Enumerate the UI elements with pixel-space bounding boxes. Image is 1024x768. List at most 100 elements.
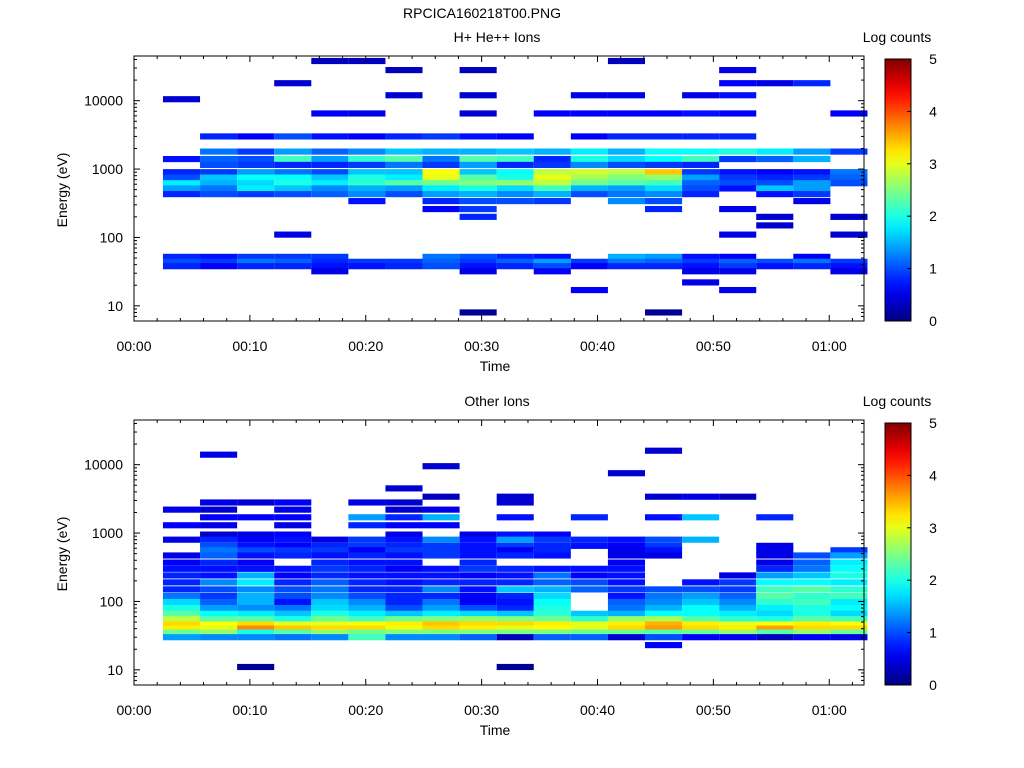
heatmap-cell [237, 174, 275, 181]
heatmap-cell [682, 174, 720, 181]
heatmap-cell [533, 572, 571, 579]
heatmap-cell [200, 180, 238, 187]
x-tick-label: 00:30 [464, 338, 499, 354]
heatmap-cell [756, 552, 794, 559]
heatmap-cell [237, 565, 275, 572]
heatmap-cell [496, 621, 534, 628]
heatmap-cell [719, 258, 757, 265]
heatmap-cell [645, 148, 683, 155]
heatmap-cell [719, 604, 757, 612]
heatmap-cell [274, 174, 312, 181]
heatmap-cell [385, 180, 423, 187]
heatmap-cell [719, 586, 757, 593]
heatmap-cell [607, 169, 645, 176]
heatmap-cell [645, 616, 683, 623]
heatmap-cell [793, 629, 831, 636]
heatmap-cell [237, 133, 275, 140]
heatmap-cell [274, 499, 312, 506]
heatmap-cell [348, 258, 386, 265]
heatmap-cell [348, 57, 386, 65]
heatmap-cell [385, 552, 423, 559]
heatmap-cell [570, 610, 608, 617]
heatmap-cell [162, 598, 201, 606]
heatmap-cell [645, 309, 683, 316]
heatmap-cell [607, 161, 645, 168]
heatmap-cell [385, 169, 423, 176]
heatmap-cell [682, 536, 720, 543]
heatmap-cell [719, 92, 757, 99]
heatmap-cell [496, 579, 534, 586]
heatmap-cell [422, 547, 460, 554]
heatmap-cell [385, 604, 423, 612]
heatmap-cell [607, 258, 645, 265]
heatmap-cell [162, 180, 201, 187]
heatmap-cell [570, 616, 608, 623]
heatmap-cell [274, 263, 312, 270]
heatmap-cell [237, 263, 275, 270]
heatmap-cell [237, 592, 275, 600]
heatmap-cell [162, 629, 201, 636]
heatmap-cell [200, 161, 238, 168]
colorbar-tick-label: 3 [929, 156, 937, 172]
heatmap-cell [830, 604, 868, 612]
heatmap-cell [274, 579, 312, 586]
heatmap-cell [237, 586, 275, 593]
heatmap-cell [682, 625, 720, 632]
heatmap-cell [200, 598, 238, 606]
heatmap-cell [682, 169, 720, 176]
heatmap-cell [311, 565, 349, 572]
heatmap-cell [496, 586, 534, 593]
heatmap-cell [274, 258, 312, 265]
heatmap-cell [459, 169, 497, 176]
heatmap-cell [385, 499, 423, 506]
heatmap-cell [645, 169, 683, 176]
heatmap-cell [422, 536, 460, 543]
heatmap-cell [200, 191, 238, 198]
heatmap-cell [200, 451, 238, 458]
heatmap-cell [385, 598, 423, 606]
heatmap-cell [645, 629, 683, 636]
heatmap-cell [830, 565, 868, 572]
heatmap-cell [719, 572, 757, 579]
heatmap-cell [422, 198, 460, 205]
heatmap-cell [607, 610, 645, 617]
heatmap-cell [830, 213, 868, 220]
heatmap-cell [607, 470, 645, 477]
heatmap-cell [533, 268, 571, 275]
heatmap-cell [645, 621, 683, 628]
x-tick-label: 00:20 [348, 338, 383, 354]
heatmap-cell [348, 598, 386, 606]
heatmap-cell [200, 629, 238, 636]
heatmap-cell [830, 547, 868, 554]
heatmap-cell [793, 559, 831, 566]
heatmap-cell [570, 148, 608, 155]
heatmap-cell [311, 621, 349, 628]
heatmap-cell [274, 616, 312, 623]
heatmap-cell [645, 547, 683, 554]
heatmap-cell [533, 586, 571, 593]
heatmap-cell [756, 191, 794, 198]
heatmap-cell [200, 253, 238, 260]
heatmap-cell [459, 110, 497, 117]
heatmap-cell [385, 258, 423, 265]
heatmap-cell [756, 610, 794, 617]
heatmap-cell [200, 559, 238, 566]
heatmap-cell [607, 180, 645, 187]
heatmap-cell [533, 629, 571, 636]
heatmap-cell [719, 80, 757, 87]
heatmap-cell [496, 536, 534, 543]
colorbar-label: Log counts [863, 29, 932, 45]
heatmap-cell [830, 610, 868, 617]
heatmap-cell [311, 185, 349, 192]
heatmap-cell [607, 133, 645, 140]
heatmap-cell [719, 174, 757, 181]
heatmap-cell [274, 506, 312, 513]
heatmap-cell [422, 174, 460, 181]
heatmap-cell [459, 536, 497, 543]
heatmap-cell [607, 174, 645, 181]
heatmap-cell [793, 579, 831, 586]
heatmap-cell [793, 80, 831, 87]
heatmap-cell [496, 174, 534, 181]
heatmap-cell [274, 180, 312, 187]
heatmap-cell [162, 506, 201, 513]
